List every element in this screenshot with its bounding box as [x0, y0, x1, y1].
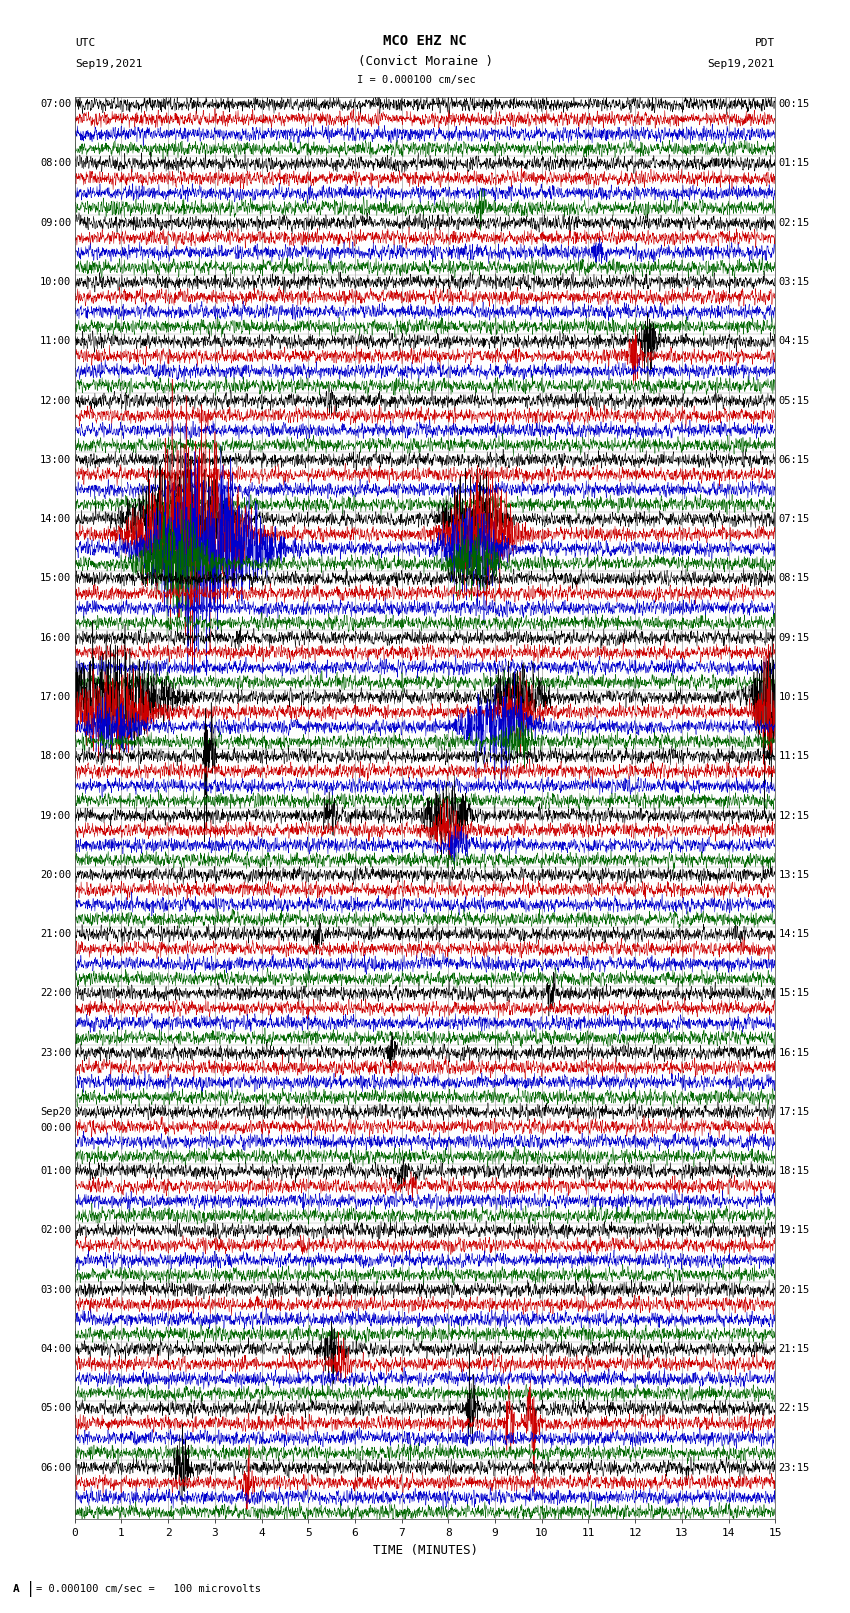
Text: 10:00: 10:00	[40, 277, 71, 287]
Text: 08:15: 08:15	[779, 573, 810, 584]
Text: 05:15: 05:15	[779, 395, 810, 405]
Text: 14:15: 14:15	[779, 929, 810, 939]
Text: 07:15: 07:15	[779, 515, 810, 524]
Text: 10:15: 10:15	[779, 692, 810, 702]
Text: 22:15: 22:15	[779, 1403, 810, 1413]
Text: 02:15: 02:15	[779, 218, 810, 227]
Text: 01:00: 01:00	[40, 1166, 71, 1176]
Text: A: A	[13, 1584, 20, 1594]
Text: 17:00: 17:00	[40, 692, 71, 702]
Text: 15:15: 15:15	[779, 989, 810, 998]
Text: = 0.000100 cm/sec =   100 microvolts: = 0.000100 cm/sec = 100 microvolts	[36, 1584, 261, 1594]
Text: |: |	[26, 1581, 35, 1597]
X-axis label: TIME (MINUTES): TIME (MINUTES)	[372, 1544, 478, 1557]
Text: 09:15: 09:15	[779, 632, 810, 642]
Text: 06:15: 06:15	[779, 455, 810, 465]
Text: I = 0.000100 cm/sec: I = 0.000100 cm/sec	[357, 76, 476, 85]
Text: MCO EHZ NC: MCO EHZ NC	[383, 34, 467, 48]
Text: 03:00: 03:00	[40, 1284, 71, 1295]
Text: 21:15: 21:15	[779, 1344, 810, 1353]
Text: 12:00: 12:00	[40, 395, 71, 405]
Text: 06:00: 06:00	[40, 1463, 71, 1473]
Text: 23:00: 23:00	[40, 1047, 71, 1058]
Text: 14:00: 14:00	[40, 515, 71, 524]
Text: 02:00: 02:00	[40, 1226, 71, 1236]
Text: 00:15: 00:15	[779, 98, 810, 110]
Text: 21:00: 21:00	[40, 929, 71, 939]
Text: 16:15: 16:15	[779, 1047, 810, 1058]
Text: 17:15: 17:15	[779, 1107, 810, 1116]
Text: 03:15: 03:15	[779, 277, 810, 287]
Text: 15:00: 15:00	[40, 573, 71, 584]
Text: Sep19,2021: Sep19,2021	[75, 60, 142, 69]
Text: 08:00: 08:00	[40, 158, 71, 168]
Text: 01:15: 01:15	[779, 158, 810, 168]
Text: 13:00: 13:00	[40, 455, 71, 465]
Text: UTC: UTC	[75, 39, 95, 48]
Text: 13:15: 13:15	[779, 869, 810, 879]
Text: 11:15: 11:15	[779, 752, 810, 761]
Text: 04:00: 04:00	[40, 1344, 71, 1353]
Text: 19:15: 19:15	[779, 1226, 810, 1236]
Text: 18:15: 18:15	[779, 1166, 810, 1176]
Text: 04:15: 04:15	[779, 336, 810, 347]
Text: 00:00: 00:00	[40, 1123, 71, 1132]
Text: 09:00: 09:00	[40, 218, 71, 227]
Text: 05:00: 05:00	[40, 1403, 71, 1413]
Text: 18:00: 18:00	[40, 752, 71, 761]
Text: 11:00: 11:00	[40, 336, 71, 347]
Text: 23:15: 23:15	[779, 1463, 810, 1473]
Text: 12:15: 12:15	[779, 810, 810, 821]
Text: 20:00: 20:00	[40, 869, 71, 879]
Text: 07:00: 07:00	[40, 98, 71, 110]
Text: Sep19,2021: Sep19,2021	[708, 60, 775, 69]
Text: 19:00: 19:00	[40, 810, 71, 821]
Text: PDT: PDT	[755, 39, 775, 48]
Text: 16:00: 16:00	[40, 632, 71, 642]
Text: 22:00: 22:00	[40, 989, 71, 998]
Text: (Convict Moraine ): (Convict Moraine )	[358, 55, 492, 68]
Text: 20:15: 20:15	[779, 1284, 810, 1295]
Text: Sep20: Sep20	[40, 1107, 71, 1116]
